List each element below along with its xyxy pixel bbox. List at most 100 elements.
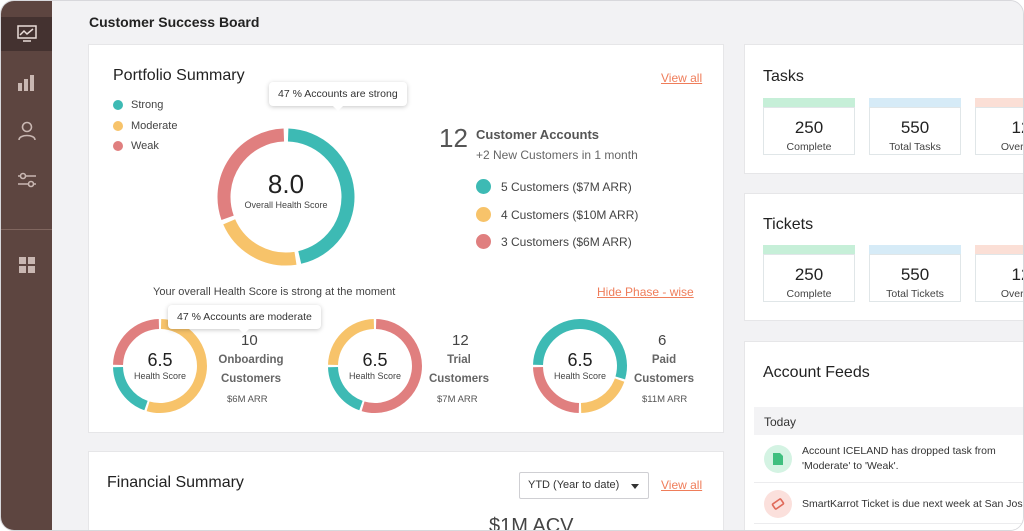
legend-label: Moderate [131, 120, 178, 132]
sidebar-item-apps[interactable] [1, 248, 52, 282]
kpi-label: Total Tasks [889, 141, 941, 153]
feed-item[interactable]: Account ICELAND has dropped task from 'M… [754, 435, 1023, 483]
kpi-strip [975, 245, 1023, 254]
financial-acv-value: $1M ACV [489, 515, 574, 531]
sidebar-item-dashboard[interactable] [1, 17, 52, 51]
overall-health-center: 8.0 Overall Health Score [235, 169, 337, 210]
monitor-chart-icon [16, 25, 37, 42]
customer-accounts-weak: 3 Customers ($6M ARR) [476, 234, 632, 249]
health-statement: Your overall Health Score is strong at t… [153, 286, 396, 298]
donut-segment-weak [533, 366, 580, 413]
sidebar-item-filters[interactable] [1, 163, 52, 197]
tickets-overdue-kpi[interactable]: 12 Overdue [975, 254, 1023, 302]
onboarding-arr: $6M ARR [227, 394, 268, 405]
trial-label-line2: Customers [428, 373, 490, 385]
account-feeds-card: Account Feeds Today Account ICELAND has … [744, 341, 1023, 530]
overall-health-donut[interactable] [215, 126, 357, 268]
legend-dot [476, 179, 491, 194]
tooltip-arrow [239, 329, 250, 334]
onboarding-health-label: Health Score [133, 371, 187, 381]
kpi-value: 550 [900, 265, 930, 284]
customer-accounts-strong: 5 Customers ($7M ARR) [476, 179, 632, 194]
portfolio-view-all-link[interactable]: View all [661, 71, 703, 85]
kpi-strip [975, 98, 1023, 107]
portfolio-summary-title: Portfolio Summary [113, 67, 245, 84]
onboarding-health-score: 6.5 [147, 350, 173, 370]
tooltip-text: 47 % Accounts are strong [278, 88, 398, 100]
hide-phase-wise-link[interactable]: Hide Phase - wise [597, 285, 694, 299]
kpi-value: 12 [1011, 265, 1023, 284]
donut-segment-weak [217, 128, 285, 220]
tasks-complete-kpi[interactable]: 250 Complete [763, 107, 855, 155]
tasks-title: Tasks [763, 68, 804, 85]
donut-segment-weak [113, 319, 160, 366]
financial-view-all-link[interactable]: View all [661, 478, 703, 492]
trial-count: 12 [452, 332, 469, 349]
paid-health-donut[interactable] [531, 317, 629, 415]
customer-accounts-moderate-label: 4 Customers ($10M ARR) [501, 207, 639, 222]
customer-accounts-title: Customer Accounts [476, 127, 600, 142]
kpi-label: Total Tickets [886, 288, 944, 300]
main-area: Customer Success Board Portfolio Summary… [52, 1, 1024, 531]
donut-segment-moderate [580, 378, 625, 413]
sidebar-item-reports[interactable] [1, 66, 52, 100]
paid-health-center: 6.5 Health Score [535, 350, 625, 381]
kpi-value: 250 [794, 118, 824, 137]
legend-dot [476, 234, 491, 249]
donut-segment-weak [361, 319, 422, 413]
financial-summary-title: Financial Summary [107, 474, 244, 491]
onboarding-health-donut[interactable] [111, 317, 209, 415]
customer-accounts-subtitle: +2 New Customers in 1 month [476, 148, 638, 162]
tickets-complete-kpi[interactable]: 250 Complete [763, 254, 855, 302]
paid-label: Paid Customers [623, 351, 705, 389]
sidebar-item-users[interactable] [1, 114, 52, 148]
donut-segment-moderate [146, 319, 207, 413]
account-feeds-title: Account Feeds [763, 364, 870, 381]
feed-text: Account ICELAND has dropped task from 'M… [802, 444, 996, 474]
trial-label: Trial Customers [419, 351, 499, 389]
donut-segment-strong [533, 319, 627, 380]
onboarding-label-line1: Onboarding [218, 354, 284, 366]
legend-label: Weak [131, 140, 159, 152]
filter-sliders-icon [17, 172, 36, 188]
kpi-label: Complete [786, 141, 832, 153]
paid-count: 6 [658, 332, 667, 349]
donut-segment-strong [113, 366, 148, 411]
strong-accounts-tooltip: 47 % Accounts are strong [269, 82, 407, 111]
overall-health-label: Overall Health Score [244, 200, 328, 210]
onboarding-label-line2: Customers [220, 373, 282, 385]
paid-health-score: 6.5 [567, 350, 593, 370]
donut-segment-moderate [328, 319, 375, 366]
trial-health-score: 6.5 [362, 350, 388, 370]
paid-label-line2: Customers [633, 373, 695, 385]
user-icon [17, 121, 36, 141]
trial-health-donut[interactable] [326, 317, 424, 415]
ticket-icon [764, 490, 792, 518]
tickets-title: Tickets [763, 216, 814, 233]
onboarding-label: Onboarding Customers [209, 351, 293, 389]
kpi-label: Overdue [1000, 141, 1024, 153]
tasks-overdue-kpi[interactable]: 12 Overdue [975, 107, 1024, 155]
feed-item[interactable]: SmartKarrot Ticket is due next week at S… [754, 484, 1023, 524]
tooltip-text: 47 % Accounts are moderate [177, 311, 312, 323]
feed-line: 'Moderate' to 'Weak'. [802, 460, 899, 472]
legend-dot [113, 121, 123, 131]
kpi-value: 550 [900, 118, 930, 137]
kpi-label: Complete [786, 288, 832, 300]
kpi-value: 12 [1011, 118, 1023, 137]
customer-accounts-moderate: 4 Customers ($10M ARR) [476, 207, 638, 222]
legend-label: Strong [131, 99, 164, 111]
page-title: Customer Success Board [89, 14, 260, 30]
bar-chart-icon [17, 75, 34, 91]
kpi-strip [869, 245, 961, 254]
tickets-total-kpi[interactable]: 550 Total Tickets [869, 254, 961, 302]
tooltip-arrow [332, 106, 343, 111]
tasks-total-kpi[interactable]: 550 Total Tasks [869, 107, 961, 155]
paid-arr: $11M ARR [642, 394, 688, 405]
overall-health-score: 8.0 [267, 169, 305, 199]
period-select[interactable]: YTD (Year to date) [519, 472, 649, 499]
period-select-value: YTD (Year to date) [528, 479, 620, 491]
trial-health-label: Health Score [348, 371, 402, 381]
paid-label-line1: Paid [651, 354, 677, 366]
